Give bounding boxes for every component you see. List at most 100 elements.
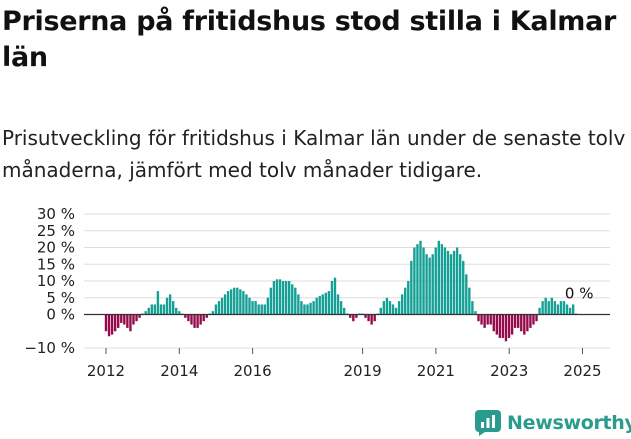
bar <box>220 297 224 315</box>
chart-subtitle: Prisutveckling för fritidshus i Kalmar l… <box>2 126 626 182</box>
bar <box>113 314 117 332</box>
bar <box>333 277 337 315</box>
bar <box>199 314 202 325</box>
bar <box>529 314 532 328</box>
bar <box>370 314 373 325</box>
bar <box>394 307 398 315</box>
bar <box>498 314 502 338</box>
bar <box>138 314 141 318</box>
bar <box>504 314 508 342</box>
bar <box>242 291 245 315</box>
bar <box>211 311 215 315</box>
bar <box>248 297 251 315</box>
bar <box>483 314 486 328</box>
bar <box>513 314 517 328</box>
bar <box>223 294 227 315</box>
annotations: 0 % <box>565 285 594 303</box>
bar <box>455 247 459 315</box>
bar <box>178 311 181 315</box>
bar <box>480 314 483 325</box>
bar <box>190 314 193 325</box>
bar <box>336 294 340 315</box>
bar <box>144 311 147 315</box>
bar <box>538 307 541 315</box>
bar <box>342 307 346 315</box>
bar <box>407 281 410 315</box>
y-tick-label: 5 % <box>46 289 75 307</box>
bar <box>214 304 218 315</box>
bar <box>156 291 160 315</box>
bar <box>171 301 175 315</box>
bar <box>110 314 114 335</box>
y-tick-label: 25 % <box>37 222 75 240</box>
bar <box>446 250 450 315</box>
bar <box>288 281 291 315</box>
bar <box>486 314 489 325</box>
last-value-label: 0 % <box>565 285 594 303</box>
brand: Newsworthy <box>475 408 631 438</box>
bar <box>382 301 386 315</box>
x-tick-label: 2021 <box>417 362 455 380</box>
y-tick-label: 0 % <box>46 306 75 324</box>
bar <box>324 292 328 315</box>
bar <box>175 307 178 315</box>
bar <box>492 314 495 332</box>
bar <box>147 307 150 315</box>
bar <box>245 294 248 315</box>
bar <box>162 304 166 315</box>
bar <box>523 314 526 335</box>
bar <box>364 314 367 318</box>
bar <box>385 297 389 315</box>
bar <box>501 314 505 338</box>
bar <box>239 289 242 315</box>
bar <box>257 304 260 315</box>
bar <box>449 254 453 315</box>
bar <box>306 304 309 315</box>
bar <box>416 244 419 315</box>
bar <box>126 314 129 328</box>
bar <box>495 314 499 335</box>
bar <box>120 314 123 323</box>
bar <box>104 314 108 332</box>
bar <box>278 279 282 315</box>
bar <box>327 291 331 315</box>
x-tick-label: 2016 <box>234 362 272 380</box>
bar <box>419 240 422 315</box>
bar <box>129 314 132 332</box>
bar <box>275 279 279 315</box>
bar <box>547 301 550 315</box>
bar <box>474 311 477 315</box>
bar <box>349 314 352 318</box>
newsworthy-logo-icon <box>475 410 501 436</box>
bar <box>568 307 572 315</box>
bar <box>168 294 172 315</box>
bar <box>165 297 169 315</box>
bar <box>229 289 233 315</box>
y-tick-label: 15 % <box>37 255 75 273</box>
bar <box>440 244 444 315</box>
bar <box>339 301 343 315</box>
bar <box>559 301 563 315</box>
bar <box>565 304 569 315</box>
bar <box>117 314 120 328</box>
bar <box>507 314 511 338</box>
bar <box>284 281 288 315</box>
bar <box>150 304 153 315</box>
bar <box>281 281 285 315</box>
bar <box>330 281 334 315</box>
bar <box>571 304 575 315</box>
bar <box>431 254 434 315</box>
x-tick-label: 2025 <box>563 362 601 380</box>
bar <box>434 247 437 315</box>
bar <box>205 314 208 318</box>
bar <box>428 257 431 315</box>
bar <box>397 301 401 315</box>
bar <box>443 247 447 315</box>
x-tick-label: 2019 <box>343 362 381 380</box>
bar <box>303 304 306 315</box>
bar <box>510 314 514 335</box>
bar <box>550 297 553 315</box>
bar <box>556 304 560 315</box>
bar <box>388 301 392 315</box>
bar <box>458 254 462 315</box>
